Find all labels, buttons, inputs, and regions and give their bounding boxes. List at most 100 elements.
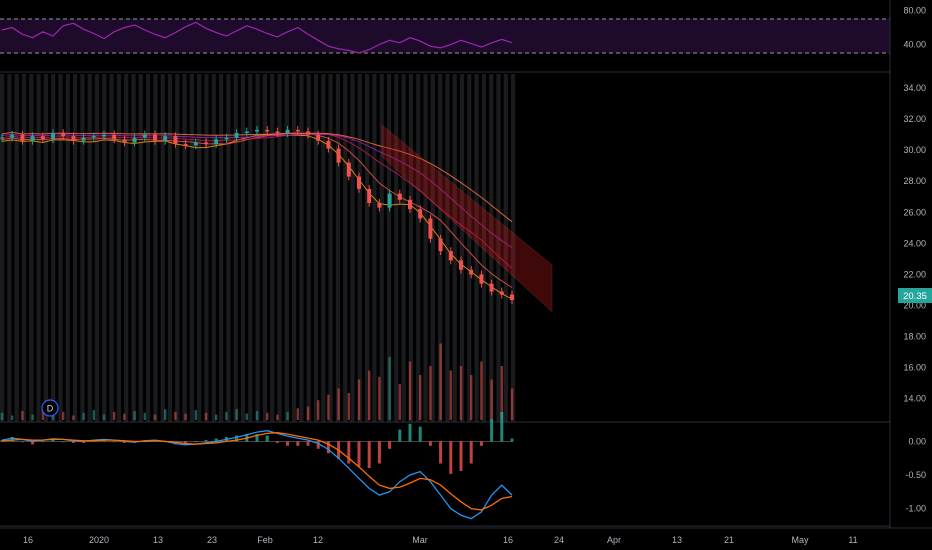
session-background [0, 74, 516, 422]
session-stripe [182, 74, 187, 422]
session-stripe [452, 74, 457, 422]
dividend-marker[interactable]: D [41, 399, 59, 417]
volume-bar [296, 408, 299, 420]
session-stripe [226, 74, 231, 422]
macd-histogram-bar [112, 441, 116, 443]
volume-bar [235, 409, 238, 420]
volume-bar [0, 412, 4, 420]
session-stripe [189, 74, 194, 422]
volume-bar [276, 414, 279, 420]
macd-histogram-bar [51, 440, 55, 442]
candle-body [112, 134, 117, 140]
macd-histogram-bar [510, 438, 514, 442]
moving-average-line [1, 132, 513, 288]
session-stripe [94, 74, 100, 422]
volume-bar [266, 412, 269, 420]
session-stripe [372, 74, 377, 422]
volume-bar [388, 357, 391, 420]
rsi-scale-tick: 40.00 [903, 40, 926, 50]
time-scale-tick: 12 [313, 535, 323, 545]
session-stripe [167, 74, 173, 422]
volume-bar [419, 375, 422, 420]
candle-body [234, 133, 239, 138]
volume-bar [490, 379, 493, 420]
macd-histogram-bar [326, 441, 330, 454]
volume-bar [123, 413, 126, 420]
rsi-scale-tick: 80.00 [903, 6, 926, 16]
volume-bar [21, 411, 24, 420]
candle-body [173, 136, 178, 144]
time-scale-tick: May [791, 535, 809, 545]
session-stripe [313, 74, 319, 422]
time-scale-tick: 2020 [89, 535, 109, 545]
macd-histogram-bar [41, 441, 45, 443]
macd-histogram-bar [439, 441, 443, 464]
candle-body [316, 134, 321, 141]
time-scale-tick: 24 [554, 535, 564, 545]
session-stripe [386, 74, 392, 422]
macd-histogram-bar [408, 423, 412, 442]
candle-body [489, 283, 494, 292]
price-scale-tick: 32.00 [903, 114, 926, 124]
candle-body [224, 137, 229, 140]
session-stripe [459, 74, 465, 422]
session-stripe [211, 74, 216, 422]
session-stripe [36, 74, 41, 422]
price-scale-tick: 30.00 [903, 145, 926, 155]
session-stripe [43, 74, 48, 422]
session-stripe [270, 74, 275, 422]
macd-histogram-bar [449, 441, 453, 474]
candle-body [91, 136, 96, 138]
candle-body [81, 137, 86, 141]
macd-line [1, 430, 513, 520]
macd-pane[interactable] [0, 411, 514, 520]
volume-bar [439, 343, 442, 420]
macd-histogram-bar [357, 441, 361, 467]
session-stripe [219, 74, 224, 422]
candle-body [142, 134, 147, 138]
session-stripe [7, 74, 12, 422]
macd-histogram-bar [235, 435, 239, 442]
volume-bar [245, 413, 248, 420]
session-stripe [262, 74, 267, 422]
session-stripe [423, 74, 428, 422]
candle-body [295, 129, 300, 132]
candle-body [285, 129, 290, 133]
volume-bar [153, 414, 157, 420]
macd-histogram-bar [20, 441, 24, 443]
candle-body [255, 129, 259, 132]
volume-bar [51, 413, 55, 420]
volume-bar [327, 394, 330, 420]
macd-histogram-bar [31, 441, 35, 445]
candle-body [30, 136, 35, 141]
volume-bar [480, 361, 483, 420]
time-scale[interactable]: 16 2020 13 23 Feb 12 Mar 16 24 Apr 13 21 May 11 [0, 527, 932, 550]
macd-histogram-bar [10, 437, 14, 442]
session-stripe [292, 74, 297, 422]
price-pane[interactable] [0, 74, 553, 422]
session-stripe [489, 74, 494, 422]
candle-body [102, 134, 106, 137]
session-stripe [65, 74, 70, 422]
last-price-label: 20.35 [898, 288, 932, 303]
candle-body [459, 260, 463, 270]
session-stripe [102, 74, 107, 422]
macd-histogram-bar [194, 441, 198, 443]
candle-body [244, 131, 249, 134]
candle-body [499, 291, 504, 295]
session-stripe [430, 74, 435, 422]
session-stripe [87, 74, 92, 422]
price-scale-tick: 26.00 [903, 207, 926, 217]
rsi-pane[interactable] [0, 18, 890, 54]
price-scale[interactable]: 80.00 40.00 34.00 32.00 30.00 28.00 26.00 24.0… [889, 0, 932, 528]
price-scale-tick: 16.00 [903, 363, 926, 373]
session-stripe [328, 74, 333, 422]
price-scale-tick: 20.00 [903, 301, 926, 311]
macd-histogram-bar [490, 419, 494, 442]
macd-histogram-bar [459, 441, 463, 471]
session-stripe [58, 74, 63, 422]
candle-body [479, 274, 484, 284]
session-stripe [160, 74, 165, 422]
candle-body [0, 137, 4, 139]
